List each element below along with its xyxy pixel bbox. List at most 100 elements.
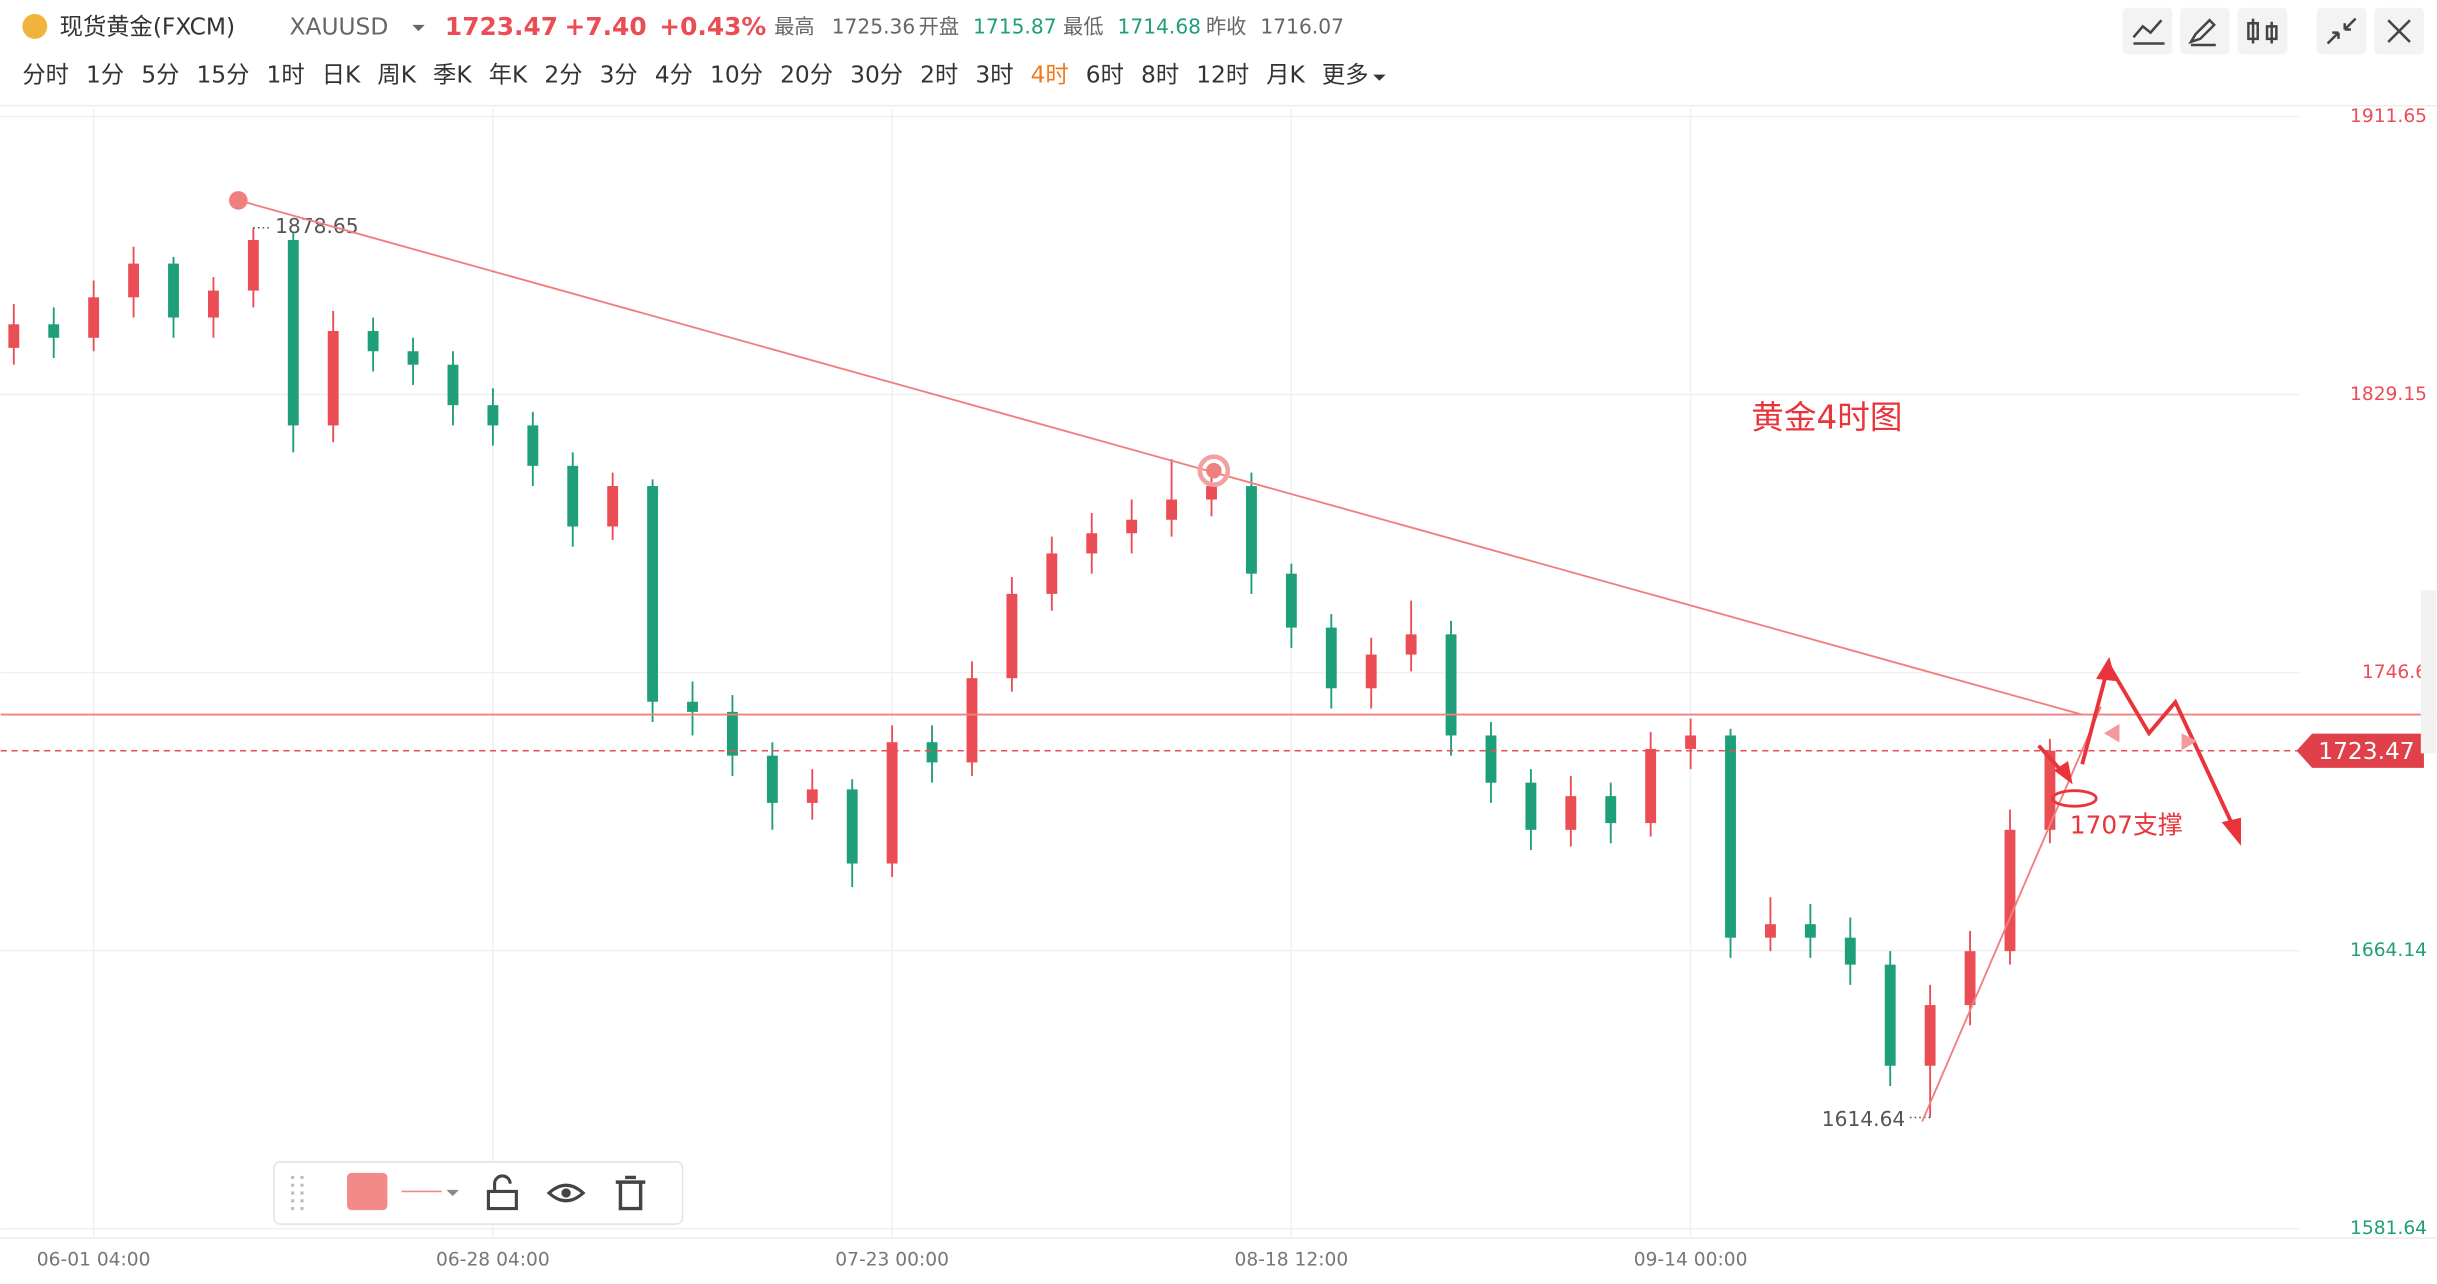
header-change-pct: +0.43% [659,12,766,41]
period-tab[interactable]: 3分 [600,62,638,89]
support-marker [2051,789,2098,808]
candle-body [1804,924,1816,938]
candle-body [1924,1005,1936,1066]
price-tag-label: 1723.47 [2318,738,2414,765]
x-tick-label: 06-28 04:00 [436,1249,550,1270]
candle-body [1166,499,1178,520]
period-tab[interactable]: 2时 [920,62,958,89]
period-tab[interactable]: 2分 [544,62,582,89]
candle-body [1285,573,1297,628]
side-handle[interactable] [2420,590,2437,754]
period-tab[interactable]: 20分 [780,62,833,89]
tool-button[interactable] [2237,7,2288,55]
candle-body [8,324,20,348]
y-tick-label: 1581.64 [2350,1218,2427,1239]
candle-body [88,297,100,338]
period-tab[interactable]: 4时 [1031,62,1069,89]
candle-body [1844,937,1856,965]
candle-body [48,324,60,338]
tool-button[interactable] [2180,7,2230,55]
y-tick-label: 1746.6 [2362,662,2427,683]
period-tab[interactable]: 日K [322,62,361,89]
high-label: 最高 [774,14,814,38]
candle-body [407,351,419,365]
candle-body [1725,735,1736,938]
candle-body [1046,553,1058,594]
candle-body [1206,486,1217,500]
candle-body [1325,627,1337,689]
visibility-button[interactable] [546,1183,586,1203]
candle-body [1605,796,1617,824]
prev-label: 昨收 [1206,14,1246,38]
drag-handle[interactable] [291,1175,304,1211]
period-tab[interactable]: 15分 [196,62,249,89]
period-tab[interactable]: 6时 [1086,62,1124,89]
period-tab[interactable]: 1分 [86,62,124,89]
candle-body [806,789,818,803]
forecast-marker [2103,723,2198,751]
y-tick-label: 1911.65 [2350,106,2427,127]
period-tab[interactable]: 年K [489,62,528,89]
header-price: 1723.47 [445,12,558,41]
period-tab[interactable]: 分时 [22,62,69,89]
symbol-caret[interactable] [412,24,425,32]
prev-value: 1716.07 [1260,14,1343,38]
candle-body [247,240,259,291]
period-tab[interactable]: 8时 [1141,62,1179,89]
candle-body [726,711,738,756]
tool-button[interactable] [2316,7,2367,55]
trend-line [237,199,2083,716]
x-tick-label: 06-01 04:00 [37,1249,151,1270]
period-tab[interactable]: 30分 [850,62,903,89]
color-picker[interactable] [347,1172,388,1211]
more-caret [1373,74,1386,81]
candle-body [287,240,299,426]
candle-body [1006,593,1018,679]
candle-body [367,331,379,352]
candle-body [1525,782,1537,830]
trendline-anchor [228,191,248,210]
candle-body [1685,735,1697,749]
candle-body [926,742,938,763]
candle-body [1245,486,1257,574]
candle-body [846,789,858,864]
open-label: 开盘 [919,14,959,38]
visibility-icon [561,1188,571,1198]
period-tab[interactable]: 10分 [710,62,763,89]
line-style-caret[interactable] [446,1189,459,1197]
period-tab[interactable]: 周K [377,62,416,89]
y-tick-label: 1829.15 [2350,384,2427,405]
period-tab[interactable]: 4分 [655,62,693,89]
price-tag [2296,733,2424,768]
candle-body [1645,748,1657,824]
symbol-code[interactable]: XAUUSD [290,13,389,40]
period-tab[interactable]: 季K [433,62,472,89]
period-tab[interactable]: 5分 [141,62,179,89]
candle-body [128,263,140,298]
y-tick-label: 1664.14 [2350,940,2427,961]
candle-body [1365,654,1377,689]
delete-button[interactable] [615,1175,646,1211]
symbol-icon [22,13,48,39]
candle-body [1565,796,1577,830]
candle-body [1485,735,1497,783]
annotation-title: 黄金4时图 [1751,398,1902,436]
candle-body [1884,964,1896,1066]
period-tab[interactable]: 3时 [975,62,1013,89]
lock-button[interactable] [486,1174,518,1211]
high-value: 1725.36 [832,14,915,38]
candle-body [327,331,339,426]
tool-icon [2132,19,2165,45]
tool-icon [2247,18,2278,44]
symbol-name[interactable]: 现货黄金(FXCM) [60,13,235,40]
period-tab[interactable]: 更多 [1322,62,1369,89]
candle-body [1405,634,1417,655]
candle-body [607,486,619,527]
period-tab[interactable]: 12时 [1196,62,1249,89]
period-tab[interactable]: 1时 [267,62,305,89]
tool-icon [2188,18,2216,47]
period-tab[interactable]: 月K [1266,62,1305,89]
annotation-support: 1707支撑 [2070,810,2183,839]
candle-body [168,263,179,318]
